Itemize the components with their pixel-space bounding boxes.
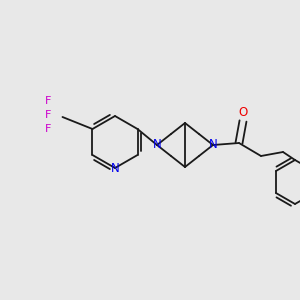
Text: N: N bbox=[153, 139, 161, 152]
Text: N: N bbox=[208, 139, 217, 152]
Text: F: F bbox=[45, 110, 52, 120]
Text: F: F bbox=[45, 124, 52, 134]
Text: N: N bbox=[111, 161, 119, 175]
Text: O: O bbox=[238, 106, 247, 119]
Text: F: F bbox=[45, 96, 52, 106]
